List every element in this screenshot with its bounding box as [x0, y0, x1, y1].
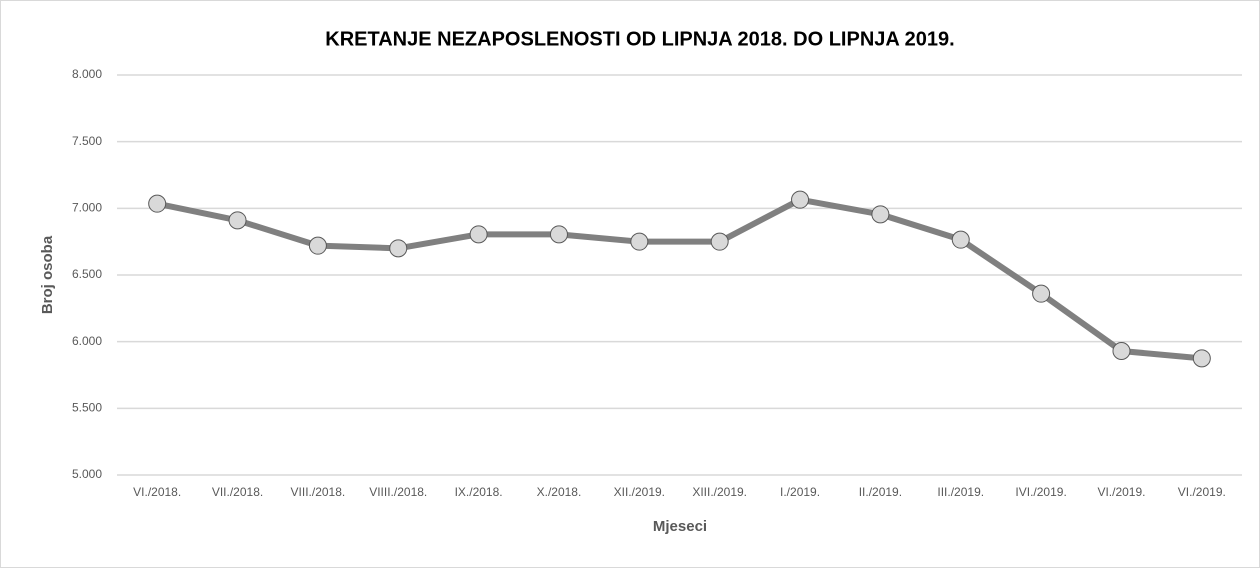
- x-tick-label: XIII./2019.: [692, 485, 747, 499]
- point: [1112, 342, 1131, 360]
- y-tick-label: 6.000: [72, 334, 102, 348]
- x-tick-label: VII./2018.: [212, 485, 263, 499]
- point: [228, 211, 247, 230]
- y-axis-label: Broj osoba: [39, 235, 56, 314]
- x-tick-label: IX./2018.: [455, 485, 503, 499]
- x-tick-label: I./2019.: [780, 485, 820, 499]
- x-axis-label: Mjeseci: [653, 518, 707, 535]
- point: [1032, 284, 1051, 303]
- y-tick-label: 6.500: [72, 267, 102, 281]
- x-tick-label: X./2018.: [537, 485, 582, 499]
- chart-title: KRETANJE NEZAPOSLENOSTI OD LIPNJA 2018. …: [325, 28, 954, 50]
- point: [951, 230, 970, 249]
- x-tick-label: II./2019.: [859, 485, 902, 499]
- point: [630, 232, 649, 251]
- y-tick-label: 5.000: [72, 467, 102, 481]
- point: [549, 225, 568, 244]
- point: [469, 225, 488, 244]
- x-tick-label: III./2019.: [937, 485, 984, 499]
- point: [1192, 349, 1211, 368]
- y-tick-label: 5.500: [72, 401, 102, 415]
- y-tick-label: 8.000: [72, 67, 102, 81]
- point: [791, 190, 810, 209]
- x-tick-label: VI./2018.: [133, 485, 181, 499]
- point: [308, 236, 327, 255]
- x-tick-label: VIIII./2018.: [369, 485, 427, 499]
- point: [871, 205, 890, 224]
- point: [389, 239, 408, 258]
- x-tick-label: XII./2019.: [614, 485, 665, 499]
- x-tick-label: IVI./2019.: [1015, 485, 1066, 499]
- x-tick-label: VI./2019.: [1097, 485, 1145, 499]
- x-tick-label: VIII./2018.: [291, 485, 346, 499]
- y-tick-label: 7.000: [72, 201, 102, 215]
- line: [156, 196, 1203, 362]
- point: [148, 194, 167, 213]
- x-tick-label: VI./2019.: [1178, 485, 1226, 499]
- point: [710, 232, 729, 251]
- y-tick-label: 7.500: [72, 134, 102, 148]
